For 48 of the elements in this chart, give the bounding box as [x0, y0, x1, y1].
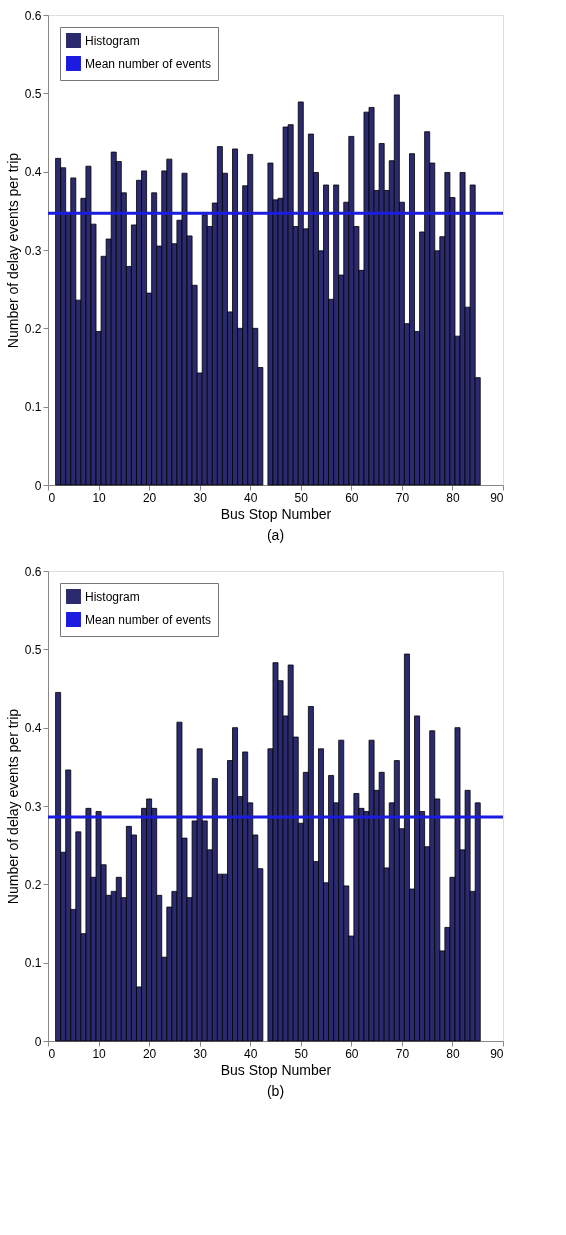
- x-tick-label: 50: [294, 1046, 309, 1061]
- bar: [297, 101, 304, 486]
- x-tick-label: 30: [193, 490, 208, 505]
- x-axis-title: Bus Stop Number: [220, 505, 332, 522]
- x-tick-label: 0: [48, 490, 56, 505]
- y-tick-label: 0.6: [24, 564, 42, 579]
- x-tick-label: 40: [244, 490, 258, 505]
- y-axis-title: Number of delay events per trip: [4, 152, 21, 349]
- y-tick-label: 0.1: [24, 400, 42, 415]
- y-tick-label: 0.2: [24, 877, 42, 892]
- y-tick-label: 0.5: [24, 86, 42, 101]
- x-tick-label: 80: [446, 490, 460, 505]
- x-tick-label: 90: [490, 490, 504, 505]
- text: (b): [266, 1083, 285, 1099]
- x-tick-label: 60: [345, 490, 359, 505]
- legend-label: Histogram: [85, 33, 140, 48]
- x-tick-label: 30: [193, 1046, 208, 1061]
- bar: [307, 706, 314, 1042]
- y-tick-label: 0: [34, 478, 42, 493]
- y-tick-label: 0.3: [24, 799, 42, 814]
- x-tick-label: 60: [345, 1046, 359, 1061]
- y-tick-label: 0.3: [24, 243, 42, 258]
- y-axis-title: Number of delay events per trip: [4, 708, 21, 905]
- legend-label: Histogram: [85, 589, 140, 604]
- bar: [211, 778, 218, 1042]
- y-tick-label: 0.4: [24, 721, 42, 736]
- legend-label: Mean number of events: [85, 612, 212, 627]
- x-tick-label: 10: [92, 1046, 107, 1061]
- text: (a): [266, 527, 285, 543]
- x-tick-label: 10: [92, 490, 107, 505]
- x-tick-label: 40: [244, 1046, 258, 1061]
- legend-label: Mean number of events: [85, 56, 212, 71]
- y-tick-label: 0.4: [24, 165, 42, 180]
- y-tick-label: 0.6: [24, 8, 42, 23]
- x-axis-title: Bus Stop Number: [220, 1061, 332, 1078]
- y-tick-label: 0.1: [24, 956, 42, 971]
- x-tick-label: 50: [294, 490, 309, 505]
- x-tick-label: 20: [142, 490, 157, 505]
- y-tick-label: 0: [34, 1034, 42, 1049]
- x-tick-label: 70: [395, 490, 410, 505]
- x-tick-label: 20: [142, 1046, 157, 1061]
- x-tick-label: 80: [446, 1046, 460, 1061]
- bar: [55, 692, 62, 1042]
- x-tick-label: 90: [490, 1046, 504, 1061]
- y-tick-label: 0.5: [24, 642, 42, 657]
- y-tick-label: 0.2: [24, 321, 42, 336]
- x-tick-label: 70: [395, 1046, 410, 1061]
- x-tick-label: 0: [48, 1046, 56, 1061]
